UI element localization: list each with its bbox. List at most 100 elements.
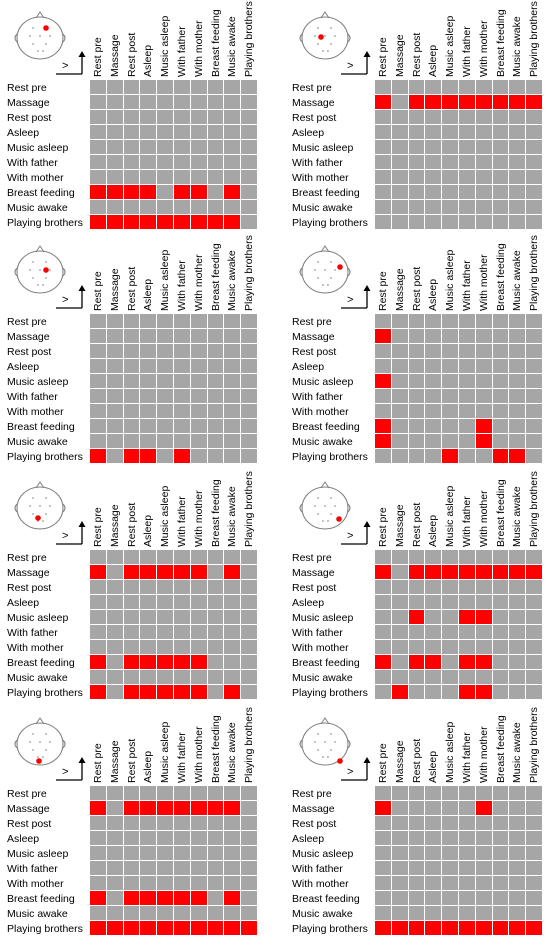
column-label: Rest post bbox=[410, 738, 423, 783]
heatmap-cell bbox=[492, 419, 510, 434]
heatmap-cell bbox=[425, 419, 443, 434]
column-label: Rest pre bbox=[92, 743, 104, 783]
row-label: Asleep bbox=[292, 360, 325, 373]
heatmap-cell bbox=[459, 846, 476, 861]
heatmap-cell bbox=[526, 170, 543, 185]
heatmap-cell-significant bbox=[157, 565, 174, 580]
heatmap-cell bbox=[174, 816, 191, 831]
heatmap-cell bbox=[459, 816, 476, 831]
heatmap-cell bbox=[375, 449, 392, 464]
row-label: With mother bbox=[7, 877, 64, 890]
heatmap-cell bbox=[459, 200, 476, 215]
heatmap-cell bbox=[90, 80, 107, 95]
heatmap-cell bbox=[241, 550, 258, 565]
heatmap-cell bbox=[408, 170, 426, 185]
axis-arrows-icon: > bbox=[56, 51, 86, 75]
heatmap-cell-significant bbox=[224, 565, 242, 580]
electrode-marker bbox=[43, 25, 49, 31]
column-label: Music asleep bbox=[444, 249, 457, 311]
heatmap-cell bbox=[408, 374, 426, 389]
heatmap-cell bbox=[509, 846, 527, 861]
heatmap-cell bbox=[241, 625, 258, 640]
heatmap-cell bbox=[106, 329, 124, 344]
heatmap-cell bbox=[174, 110, 191, 125]
heatmap-cell bbox=[123, 374, 141, 389]
heatmap-cell bbox=[123, 831, 141, 846]
heatmap-cell bbox=[157, 95, 174, 110]
row-label: With mother bbox=[292, 405, 349, 418]
heatmap-cell bbox=[459, 670, 476, 685]
heatmap-cell bbox=[174, 434, 191, 449]
row-label: Music asleep bbox=[292, 375, 354, 388]
column-label: Rest post bbox=[125, 738, 138, 783]
heatmap-cell bbox=[174, 625, 191, 640]
heatmap-cell bbox=[190, 359, 208, 374]
heatmap-cell bbox=[241, 685, 258, 700]
heatmap-cell-significant bbox=[492, 921, 510, 936]
heatmap-cell bbox=[442, 580, 459, 595]
heatmap-cell-significant bbox=[140, 185, 158, 200]
heatmap-cell bbox=[408, 580, 426, 595]
heatmap-cell bbox=[459, 876, 476, 891]
heatmap-cell bbox=[174, 344, 191, 359]
heatmap-cell bbox=[224, 861, 242, 876]
heatmap-cell bbox=[391, 891, 409, 906]
heatmap-cell bbox=[190, 170, 208, 185]
heatmap-cell bbox=[475, 640, 493, 655]
heatmap-cell bbox=[509, 344, 527, 359]
heatmap-cell bbox=[140, 359, 158, 374]
heatmap-cell bbox=[475, 215, 493, 230]
electrode-head-icon bbox=[299, 717, 351, 766]
heatmap-cell bbox=[190, 374, 208, 389]
heatmap-cell bbox=[241, 80, 258, 95]
heatmap-cell bbox=[509, 831, 527, 846]
column-label: Asleep bbox=[142, 44, 155, 77]
heatmap-cell-significant bbox=[509, 95, 527, 110]
heatmap-cell bbox=[391, 389, 409, 404]
row-label: With mother bbox=[7, 171, 64, 184]
heatmap-cell bbox=[241, 434, 258, 449]
heatmap-cell bbox=[140, 846, 158, 861]
heatmap-cell bbox=[207, 670, 225, 685]
heatmap-cell bbox=[509, 610, 527, 625]
heatmap-cell bbox=[140, 314, 158, 329]
heatmap-cell bbox=[375, 110, 392, 125]
heatmap-cell bbox=[526, 215, 543, 230]
heatmap-cell bbox=[106, 359, 124, 374]
heatmap-cell bbox=[425, 816, 443, 831]
heatmap-cell bbox=[408, 140, 426, 155]
heatmap-cell bbox=[492, 580, 510, 595]
heatmap-panel-parietal-right: > Rest pre Massage Rest post Asleep Music asl… bbox=[285, 470, 550, 702]
heatmap-cell-significant bbox=[90, 655, 107, 670]
heatmap-cell bbox=[475, 625, 493, 640]
heatmap-cell bbox=[224, 846, 242, 861]
heatmap-cell bbox=[459, 434, 476, 449]
heatmap-cell bbox=[157, 140, 174, 155]
heatmap-cell-significant bbox=[174, 921, 191, 936]
heatmap-cell bbox=[90, 625, 107, 640]
axis-arrows-icon: > bbox=[341, 521, 371, 545]
heatmap-cell bbox=[492, 786, 510, 801]
column-label: Playing brothers bbox=[243, 471, 256, 547]
row-label: Music asleep bbox=[292, 847, 354, 860]
row-label: With mother bbox=[292, 641, 349, 654]
column-label: Rest post bbox=[125, 32, 138, 77]
comparison-symbol: > bbox=[347, 530, 353, 542]
heatmap-cell bbox=[459, 170, 476, 185]
heatmap-cell bbox=[123, 359, 141, 374]
heatmap-cell bbox=[174, 95, 191, 110]
row-label: With mother bbox=[292, 877, 349, 890]
row-label: With mother bbox=[7, 405, 64, 418]
heatmap-cell-significant bbox=[509, 565, 527, 580]
heatmap-cell bbox=[140, 816, 158, 831]
heatmap-cell bbox=[492, 861, 510, 876]
heatmap-cell bbox=[509, 389, 527, 404]
row-label: Music awake bbox=[7, 907, 68, 920]
column-label: Rest pre bbox=[92, 271, 104, 311]
heatmap-cell bbox=[106, 389, 124, 404]
heatmap-cell bbox=[140, 80, 158, 95]
heatmap-cell bbox=[375, 200, 392, 215]
heatmap-cell bbox=[391, 801, 409, 816]
heatmap-cell bbox=[442, 861, 459, 876]
heatmap-cell bbox=[425, 670, 443, 685]
